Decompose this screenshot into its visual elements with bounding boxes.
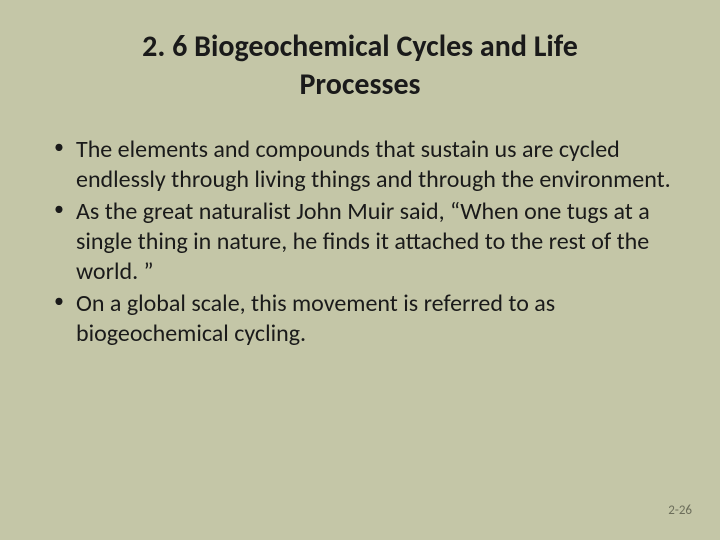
bullet-item: On a global scale, this movement is refe…: [48, 289, 672, 349]
slide-container: 2. 6 Biogeochemical Cycles and Life Proc…: [0, 0, 720, 540]
bullet-item: The elements and compounds that sustain …: [48, 135, 672, 195]
bullet-item: As the great naturalist John Muir said, …: [48, 197, 672, 287]
slide-title: 2. 6 Biogeochemical Cycles and Life Proc…: [40, 28, 680, 103]
page-number: 2-26: [668, 503, 692, 518]
bullet-list: The elements and compounds that sustain …: [40, 135, 680, 349]
